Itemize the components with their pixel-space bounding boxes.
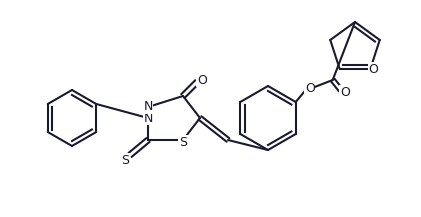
Text: S: S xyxy=(179,135,187,148)
Text: O: O xyxy=(340,85,350,99)
Text: O: O xyxy=(368,62,378,76)
Text: N: N xyxy=(143,112,153,125)
Text: O: O xyxy=(305,82,314,94)
Text: N: N xyxy=(143,100,153,113)
Text: S: S xyxy=(121,153,129,166)
Text: O: O xyxy=(197,74,207,87)
